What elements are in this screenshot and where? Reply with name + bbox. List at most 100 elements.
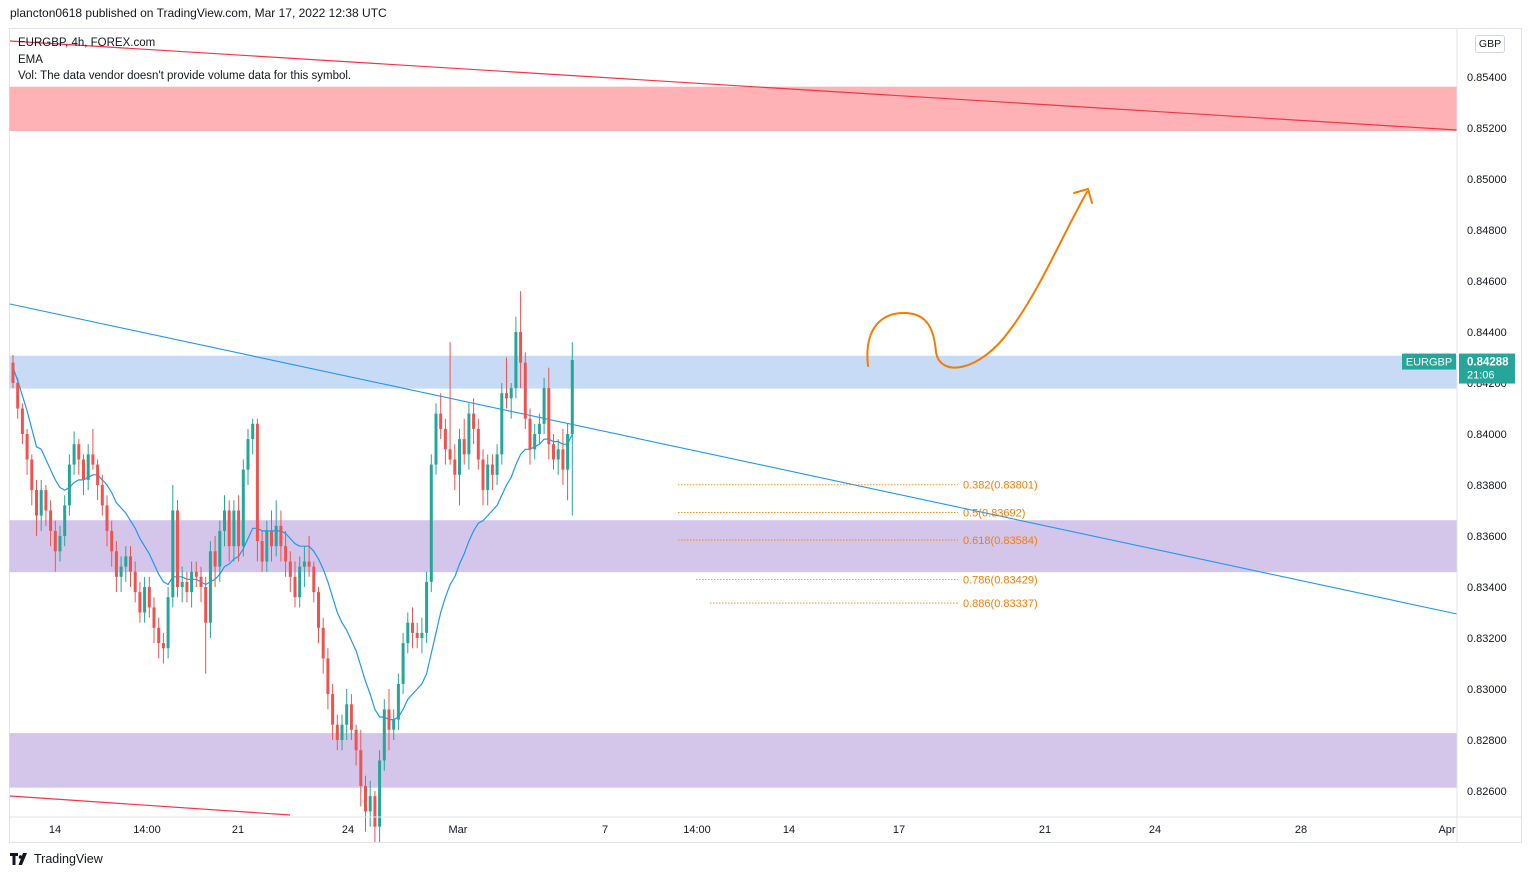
- candle: [420, 617, 424, 654]
- candle: [223, 495, 226, 547]
- price-tick-label: 0.85000: [1467, 174, 1507, 186]
- candle: [542, 377, 546, 434]
- candle: [232, 500, 236, 562]
- candle: [547, 367, 551, 460]
- candle: [354, 724, 358, 766]
- candle: [227, 500, 231, 562]
- candle: [213, 536, 217, 587]
- chart-frame[interactable]: [9, 28, 1522, 843]
- candle-body: [58, 536, 62, 552]
- candle: [528, 408, 532, 465]
- candle: [124, 546, 128, 582]
- candle-body: [302, 561, 306, 567]
- tradingview-footer[interactable]: TradingView: [10, 852, 103, 866]
- candle-body: [439, 413, 443, 429]
- candle: [218, 520, 222, 582]
- candle-body: [157, 627, 161, 644]
- candle: [406, 612, 410, 654]
- candle-body: [486, 464, 490, 491]
- candle-body: [382, 709, 386, 761]
- candle-body: [298, 566, 302, 598]
- price-tick-label: 0.84000: [1467, 429, 1507, 441]
- price-tick-label: 0.84800: [1467, 225, 1507, 237]
- candle-body: [326, 658, 330, 695]
- candle: [82, 454, 85, 496]
- candle-body: [349, 704, 353, 730]
- candle-body: [105, 505, 109, 531]
- candle: [519, 291, 523, 389]
- indicator-ema-label[interactable]: EMA: [18, 53, 43, 66]
- candle: [523, 352, 527, 429]
- candle-body: [293, 576, 297, 598]
- candle: [448, 342, 452, 465]
- candle: [180, 566, 184, 603]
- candle: [561, 428, 565, 485]
- candle-body: [171, 510, 175, 598]
- candle-body: [91, 454, 95, 465]
- candle: [270, 510, 273, 562]
- candle-body: [514, 332, 518, 389]
- tradingview-logo-icon: [10, 853, 27, 865]
- candle: [425, 571, 429, 644]
- candle-body: [86, 454, 90, 480]
- candle: [453, 444, 457, 491]
- candle: [119, 556, 123, 593]
- candle-body: [317, 592, 320, 628]
- currency-button[interactable]: GBP: [1475, 35, 1505, 53]
- candle-body: [11, 362, 15, 383]
- candle-body: [25, 434, 29, 460]
- price-tick-label: 0.82600: [1467, 786, 1507, 798]
- candle: [58, 525, 62, 562]
- candle: [67, 454, 71, 516]
- candle-body: [270, 530, 273, 547]
- publish-info: plancton0618 published on TradingView.co…: [10, 6, 387, 20]
- candle: [345, 689, 349, 740]
- candle: [467, 403, 471, 470]
- candle-body: [194, 571, 198, 577]
- candle-body: [443, 428, 447, 450]
- candle-body: [537, 423, 541, 434]
- candle: [157, 617, 161, 659]
- candle: [49, 500, 53, 547]
- candle: [335, 714, 339, 751]
- candle: [11, 354, 15, 389]
- price-tick-label: 0.83200: [1467, 633, 1507, 645]
- candle-body: [533, 434, 537, 450]
- volume-note: Vol: The data vendor doesn't provide vol…: [18, 70, 352, 82]
- candle-body: [237, 510, 241, 547]
- candle: [194, 561, 198, 587]
- candle-body: [345, 704, 349, 725]
- candles-layer: [11, 291, 574, 842]
- candle-body: [467, 413, 471, 455]
- candle-body: [255, 423, 259, 542]
- time-tick-label: 28: [1295, 824, 1307, 836]
- candle-body: [161, 643, 165, 649]
- lines-layer: [9, 40, 1458, 816]
- candle: [265, 520, 269, 572]
- candle: [396, 673, 400, 730]
- candle: [387, 689, 391, 751]
- candle-body: [401, 643, 405, 684]
- candle-body: [378, 760, 382, 827]
- candle: [284, 530, 288, 577]
- red-trendline-top: [9, 40, 1458, 131]
- candle-body: [44, 490, 48, 511]
- candle-body: [368, 796, 372, 812]
- candle-body: [425, 581, 429, 633]
- price-tick-label: 0.83600: [1467, 531, 1507, 543]
- time-tick-label: Apr: [1438, 824, 1455, 836]
- candle: [476, 418, 480, 470]
- candle: [39, 479, 43, 531]
- candle-body: [321, 627, 325, 659]
- candle: [129, 546, 132, 587]
- price-tick-label: 0.83400: [1467, 582, 1507, 594]
- candle-body: [260, 541, 264, 562]
- candle-body: [67, 464, 71, 506]
- candle: [133, 561, 137, 603]
- price-tick-label: 0.85200: [1467, 123, 1507, 135]
- candle-body: [312, 566, 316, 593]
- candle-body: [396, 683, 400, 720]
- symbol-line[interactable]: EURGBP, 4h, FOREX.com: [18, 37, 156, 49]
- candle-body: [490, 464, 494, 475]
